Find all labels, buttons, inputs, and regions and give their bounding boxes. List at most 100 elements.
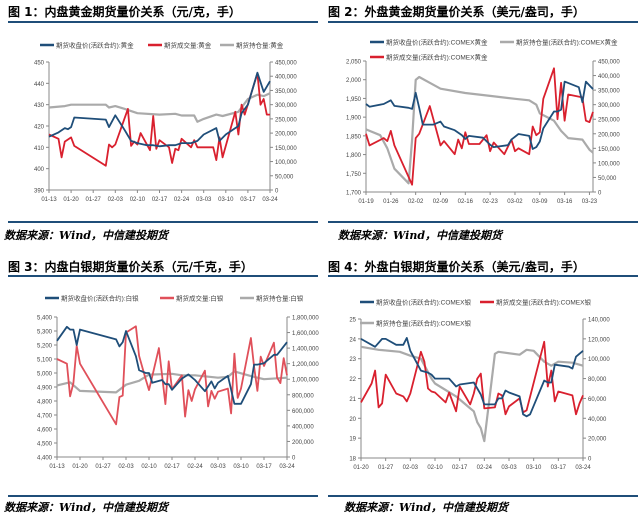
x-tick-label: 03-03	[196, 197, 212, 203]
y2-tick-label: 0	[588, 457, 592, 463]
y-tick-label: 1,750	[346, 172, 362, 178]
y-tick-label: 22	[349, 377, 356, 383]
x-tick-label: 03-23	[582, 199, 598, 205]
x-tick-label: 02-10	[130, 197, 146, 203]
y2-tick-label: 1,000,000	[292, 378, 319, 384]
chart-2-svg: 1,700 1,750 1,800 1,850 1,900 1,950 2,000 2,050…	[346, 38, 620, 206]
y2-tick-label: 100,000	[598, 161, 620, 167]
source-note: 数据来源：Wind，中信建投期货	[344, 501, 509, 514]
title-divider	[328, 275, 638, 277]
y-tick-label: 5,300	[37, 330, 53, 336]
title-divider	[8, 275, 318, 277]
x-tick-label: 03-10	[218, 197, 234, 203]
y-tick-label: 23	[349, 357, 356, 363]
y-tick-label: 1,700	[346, 191, 362, 197]
legend-label: 期货收盘价(活跃合约):黄金	[56, 41, 134, 50]
y2-tick-label: 140,000	[588, 318, 610, 324]
y2-tick-label: 1,400,000	[292, 347, 319, 353]
x-tick-label: 03-17	[240, 197, 256, 203]
y2-tick-label: 400,000	[598, 74, 620, 80]
source-divider	[8, 495, 318, 497]
series-line	[360, 345, 584, 443]
y2-tick-label: 400,000	[275, 75, 297, 81]
x-tick-label: 02-10	[427, 465, 443, 471]
series-line	[365, 67, 594, 186]
y2-tick-label: 100,000	[588, 357, 610, 363]
source-divider	[8, 221, 318, 223]
x-tick-label: 01-20	[353, 465, 369, 471]
series-line	[365, 80, 594, 150]
x-tick-label: 03-24	[575, 465, 591, 471]
y-tick-label: 1,900	[346, 116, 362, 122]
y-tick-label: 4,600	[37, 428, 53, 434]
y-tick-label: 2,000	[346, 78, 362, 84]
y-tick-label: 19	[349, 437, 356, 443]
series-line	[56, 325, 288, 426]
x-tick-label: 02-03	[118, 464, 134, 470]
x-tick-label: 01-13	[41, 197, 57, 203]
x-tick-label: 01-20	[63, 197, 79, 203]
y-tick-label: 2,050	[346, 60, 362, 66]
x-tick-label: 02-17	[152, 197, 168, 203]
y2-tick-label: 600,000	[292, 409, 314, 415]
chart-panel-1: 图 1：内盘黄金期货量价关系（元/克，手） 390 400 410 420 430 440…	[0, 0, 320, 250]
source-divider	[328, 221, 638, 223]
y-tick-label: 450	[34, 61, 45, 67]
series-line	[48, 92, 271, 123]
y-tick-label: 5,000	[37, 372, 53, 378]
y2-tick-label: 200,000	[275, 132, 297, 138]
title-divider	[328, 21, 638, 23]
x-tick-label: 02-16	[458, 199, 474, 205]
x-tick-label: 01-19	[358, 199, 374, 205]
y2-tick-label: 1,600,000	[292, 331, 319, 337]
chart-panel-4: 图 4：外盘白银期货量价关系（美元/盎司，手） 18 19 20 21 22 23 24 25…	[320, 255, 640, 516]
x-tick-label: 03-10	[233, 464, 249, 470]
x-tick-label: 02-03	[403, 465, 419, 471]
y2-tick-label: 150,000	[275, 146, 297, 152]
y2-tick-label: 20,000	[588, 437, 607, 443]
y-tick-label: 400	[34, 167, 45, 173]
chart-panel-3: 图 3：内盘白银期货量价关系（元/千克，手） 4,400 4,500 4,600 4,…	[0, 255, 320, 516]
series-line	[56, 370, 288, 394]
legend-label: 期货持仓量(活跃合约):COMEX银	[376, 319, 471, 328]
x-tick-label: 01-13	[49, 464, 65, 470]
y-tick-label: 420	[34, 125, 45, 131]
series-line	[360, 337, 584, 418]
y2-tick-label: 80,000	[588, 377, 607, 383]
y-tick-label: 5,200	[37, 344, 53, 350]
legend-label: 期货收盘价(活跃合约):白银	[61, 294, 139, 303]
y2-tick-label: 1,800,000	[292, 316, 319, 322]
y-tick-label: 18	[349, 457, 356, 463]
x-tick-label: 02-02	[408, 199, 424, 205]
x-tick-label: 03-09	[532, 199, 548, 205]
y-tick-label: 430	[34, 103, 45, 109]
y2-tick-label: 200,000	[598, 132, 620, 138]
chart-title: 图 1：内盘黄金期货量价关系（元/克，手）	[8, 5, 241, 19]
y2-tick-label: 150,000	[598, 147, 620, 153]
y2-tick-label: 300,000	[598, 103, 620, 109]
source-note: 数据来源：Wind，中信建投期货	[4, 229, 169, 242]
legend-label: 期货持仓量:白银	[256, 294, 304, 303]
y-tick-label: 5,400	[37, 316, 53, 322]
y2-tick-label: 450,000	[275, 61, 297, 67]
series-line	[365, 75, 594, 185]
y-tick-label: 1,800	[346, 153, 362, 159]
title-divider	[8, 21, 318, 23]
x-tick-label: 02-24	[187, 464, 203, 470]
source-divider	[328, 495, 638, 497]
x-tick-label: 03-16	[557, 199, 573, 205]
y-tick-label: 5,100	[37, 358, 53, 364]
x-tick-label: 02-24	[477, 465, 493, 471]
legend-label: 期货成交量:白银	[176, 294, 224, 303]
x-tick-label: 03-02	[507, 199, 523, 205]
x-tick-label: 01-27	[86, 197, 102, 203]
y2-tick-label: 350,000	[598, 89, 620, 95]
y2-tick-label: 100,000	[275, 160, 297, 166]
series-line	[48, 71, 271, 148]
x-tick-label: 03-17	[551, 465, 567, 471]
series-line	[48, 72, 270, 167]
chart-title: 图 3：内盘白银期货量价关系（元/千克，手）	[8, 260, 253, 274]
y-tick-label: 4,900	[37, 386, 53, 392]
x-tick-label: 02-10	[141, 464, 157, 470]
y2-tick-label: 450,000	[598, 60, 620, 66]
